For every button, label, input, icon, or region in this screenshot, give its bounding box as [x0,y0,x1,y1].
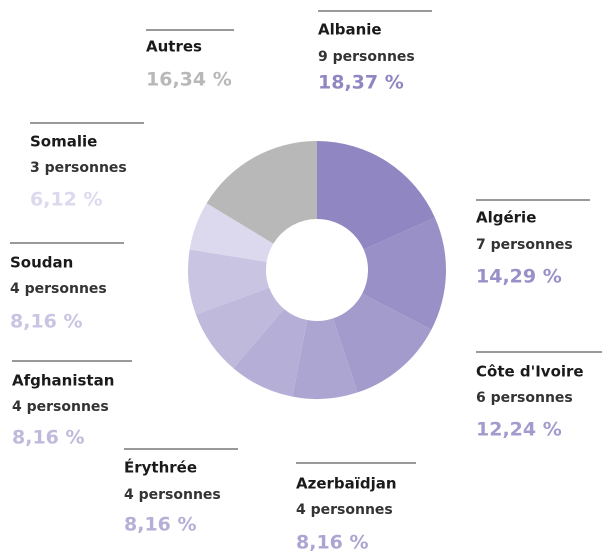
detail-label: 4 personnes [124,487,221,503]
detail-label: 7 personnes [476,237,573,253]
value-label: 8,16 % [10,311,83,333]
donut-segment [206,141,317,244]
detail-label: 3 personnes [30,160,127,176]
detail-label: 6 personnes [476,390,573,406]
value-label: 18,37 % [318,72,404,94]
donut-segment [292,318,358,400]
category-label: Côte d'Ivoire [476,363,584,381]
donut-segment [362,217,446,330]
donut-segment [233,308,308,397]
donut-segment [189,203,274,262]
category-label: Soudan [10,254,73,272]
donut-segment [317,141,435,250]
category-label: Algérie [476,209,536,227]
value-label: 16,34 % [146,69,232,91]
donut-segment [333,293,432,393]
detail-label: 4 personnes [296,502,393,518]
category-label: Azerbaïdjan [296,475,397,493]
category-label: Afghanistan [12,372,114,390]
category-label: Albanie [318,21,382,39]
donut-segment [195,287,284,369]
detail-label: 9 personnes [318,49,415,65]
detail-label: 4 personnes [12,399,109,415]
value-label: 6,12 % [30,189,103,211]
donut-segment [188,249,270,315]
value-label: 12,24 % [476,419,562,441]
value-label: 8,16 % [296,532,369,551]
value-label: 8,16 % [12,427,85,449]
category-label: Autres [146,38,202,56]
value-label: 8,16 % [124,514,197,536]
category-label: Érythrée [124,458,197,477]
detail-label: 4 personnes [10,281,107,297]
value-label: 14,29 % [476,266,562,288]
category-label: Somalie [30,133,97,151]
